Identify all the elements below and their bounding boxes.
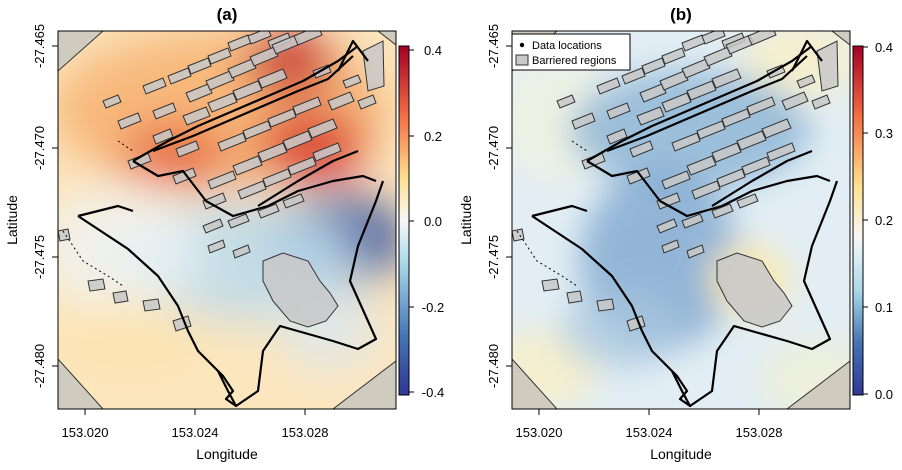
legend-grey-box-marker — [515, 54, 529, 66]
panel-a-heatmap — [58, 31, 396, 409]
panel-b-legend: Data locations Barriered regions — [511, 33, 631, 71]
y-tick-label: -27.475 — [486, 235, 501, 279]
colorbar-tick-label: 0.4 — [424, 43, 442, 58]
y-tick-label: -27.465 — [486, 24, 501, 68]
panel-a-colorbar: 0.4 0.2 0.0 -0.2 -0.4 — [398, 43, 444, 400]
panel-b-title: (b) — [670, 5, 692, 24]
panel-b: (b) Data locations Barriered regions — [458, 5, 893, 462]
colorbar-tick-label: 0.0 — [875, 387, 893, 402]
y-tick-label: -27.470 — [32, 126, 47, 170]
y-tick-label: -27.475 — [32, 235, 47, 279]
y-tick-label: -27.470 — [486, 126, 501, 170]
legend-box — [511, 33, 631, 71]
colorbar-tick-label: 0.2 — [424, 129, 442, 144]
panel-b-y-axis: -27.465 -27.470 -27.475 -27.480 Latitude — [458, 24, 512, 388]
x-tick-label: 153.028 — [282, 425, 329, 440]
x-tick-label: 153.028 — [736, 425, 783, 440]
x-tick-label: 153.020 — [516, 425, 563, 440]
y-axis-title: Latitude — [458, 195, 474, 245]
colorbar-ramp — [852, 45, 864, 396]
panel-a-y-axis: -27.465 -27.470 -27.475 -27.480 Latitude — [4, 24, 58, 388]
colorbar-tick-label: -0.2 — [422, 300, 444, 315]
x-tick-label: 153.024 — [626, 425, 673, 440]
colorbar-ramp — [398, 45, 410, 396]
x-axis-title: Longitude — [650, 446, 712, 462]
colorbar-tick-label: 0.4 — [875, 40, 893, 55]
colorbar-tick-label: 0.3 — [875, 126, 893, 141]
y-tick-label: -27.480 — [32, 344, 47, 388]
panel-a-x-axis: 153.020 153.024 153.028 Longitude — [62, 409, 329, 462]
panel-a: (a) 153.020 153.024 153.0 — [4, 5, 444, 462]
y-tick-label: -27.465 — [32, 24, 47, 68]
legend-dot-marker — [519, 42, 525, 48]
legend-label: Barriered regions — [532, 55, 617, 67]
colorbar-tick-label: 0.1 — [875, 300, 893, 315]
colorbar-tick-label: 0.2 — [875, 213, 893, 228]
x-tick-label: 153.020 — [62, 425, 109, 440]
panel-b-heatmap — [512, 31, 850, 409]
panel-b-x-axis: 153.020 153.024 153.028 Longitude — [516, 409, 783, 462]
colorbar-tick-label: -0.4 — [422, 385, 444, 400]
y-axis-title: Latitude — [4, 195, 20, 245]
y-tick-label: -27.480 — [486, 344, 501, 388]
panel-a-title: (a) — [217, 5, 238, 24]
legend-label: Data locations — [532, 40, 602, 52]
x-tick-label: 153.024 — [172, 425, 219, 440]
colorbar-tick-label: 0.0 — [424, 214, 442, 229]
panel-b-colorbar: 0.4 0.3 0.2 0.1 0.0 — [852, 40, 893, 402]
x-axis-title: Longitude — [196, 446, 258, 462]
